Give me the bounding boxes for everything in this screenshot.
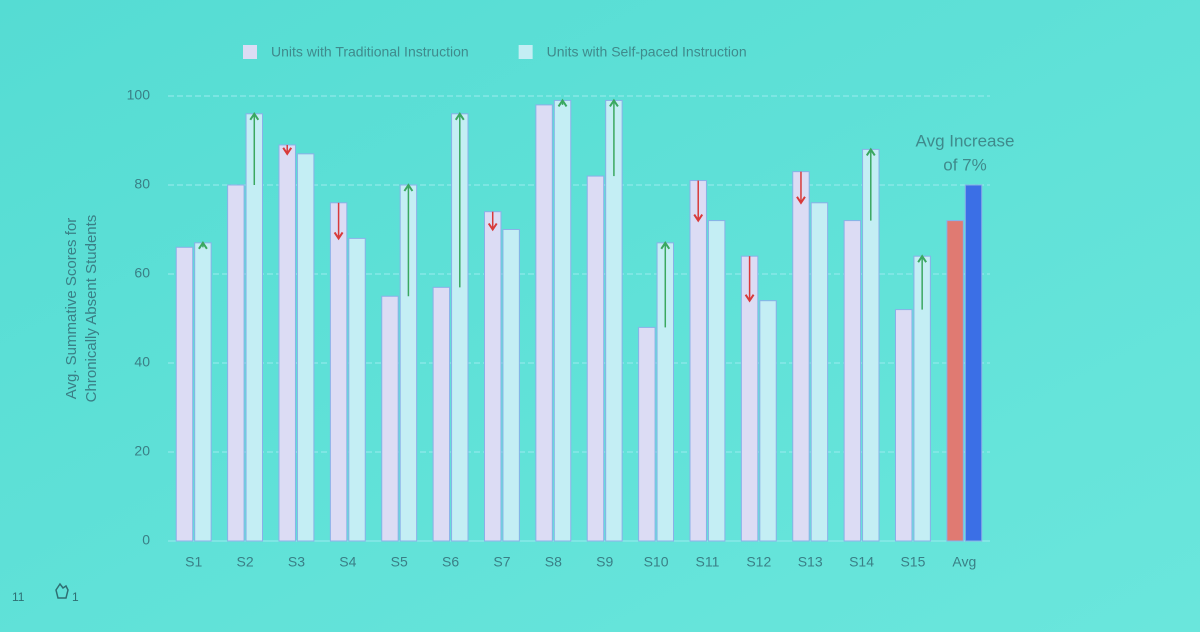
bar bbox=[483, 211, 502, 542]
reaction-count: 1 bbox=[72, 590, 79, 604]
y-tick-label: 80 bbox=[134, 176, 150, 192]
x-tick-label: S6 bbox=[442, 554, 459, 570]
bar bbox=[329, 202, 348, 542]
y-tick-label: 40 bbox=[134, 354, 150, 370]
legend-swatch bbox=[243, 45, 257, 59]
annotation: Avg Increase bbox=[916, 131, 1015, 150]
bar bbox=[894, 309, 913, 542]
change-arrow-head bbox=[865, 147, 876, 156]
y-axis-label: Chronically Absent Students bbox=[83, 215, 100, 403]
bar bbox=[502, 229, 520, 542]
change-arrow-head bbox=[282, 147, 293, 156]
y-tick-label: 100 bbox=[127, 87, 151, 103]
bar bbox=[843, 220, 862, 542]
bar bbox=[348, 237, 366, 542]
bar bbox=[638, 326, 656, 542]
bar bbox=[586, 175, 605, 542]
annotation: of 7% bbox=[943, 155, 986, 174]
bar bbox=[759, 300, 777, 542]
legend: Units with Traditional Instruction Units … bbox=[243, 44, 747, 60]
bar bbox=[194, 242, 212, 542]
change-arrow-head bbox=[487, 222, 498, 232]
change-arrow-head bbox=[917, 254, 927, 263]
bar bbox=[810, 202, 829, 542]
change-arrow-head bbox=[796, 196, 806, 205]
x-tick-label: S9 bbox=[596, 554, 613, 570]
page-number: 11 bbox=[12, 590, 25, 604]
x-tick-label: S1 bbox=[185, 554, 202, 570]
change-arrow-head bbox=[454, 111, 465, 121]
bar bbox=[553, 99, 572, 542]
hand-icon bbox=[55, 582, 69, 599]
x-tick-label: S7 bbox=[493, 554, 510, 570]
x-tick-label: S14 bbox=[849, 554, 874, 570]
x-tick-label: S2 bbox=[237, 554, 254, 570]
x-tick-label: S8 bbox=[545, 554, 562, 570]
y-tick-label: 0 bbox=[142, 532, 150, 548]
change-arrow-head bbox=[660, 241, 671, 250]
x-tick-label: S3 bbox=[288, 554, 305, 570]
x-tick-label: S15 bbox=[900, 554, 925, 570]
bar bbox=[381, 295, 399, 542]
bar bbox=[278, 144, 296, 542]
change-arrow-head bbox=[403, 183, 414, 192]
chart: Avg. Summative Scores for Chronically Abs… bbox=[63, 44, 1014, 570]
bar bbox=[296, 153, 315, 542]
y-tick-label: 20 bbox=[134, 443, 150, 459]
legend-label: Units with Self-paced Instruction bbox=[547, 44, 747, 60]
change-arrow-head bbox=[557, 98, 568, 108]
x-tick-label: S5 bbox=[391, 554, 408, 570]
bar bbox=[689, 180, 707, 542]
x-tick-label: Avg bbox=[952, 554, 976, 570]
x-tick-label: S12 bbox=[746, 554, 771, 570]
bar bbox=[707, 220, 726, 542]
change-arrow-head bbox=[693, 214, 704, 223]
change-arrow-head bbox=[744, 294, 755, 303]
x-tick-label: S13 bbox=[798, 554, 823, 570]
bar bbox=[946, 220, 964, 542]
bar bbox=[432, 286, 451, 542]
y-axis-label: Avg. Summative Scores for bbox=[63, 218, 80, 399]
bar bbox=[227, 184, 245, 542]
change-arrow-head bbox=[249, 111, 260, 121]
x-tick-label: S4 bbox=[339, 554, 356, 570]
y-tick-label: 60 bbox=[134, 265, 150, 281]
bar bbox=[792, 171, 810, 542]
bar bbox=[535, 104, 553, 542]
change-arrow-head bbox=[609, 98, 619, 108]
x-tick-label: S11 bbox=[696, 554, 720, 570]
change-arrow-head bbox=[198, 241, 208, 250]
legend-label: Units with Traditional Instruction bbox=[271, 44, 469, 60]
change-arrow-head bbox=[333, 231, 344, 241]
legend-swatch bbox=[518, 45, 533, 59]
bar bbox=[175, 246, 194, 542]
bar bbox=[964, 184, 983, 542]
x-tick-label: S10 bbox=[644, 554, 669, 570]
